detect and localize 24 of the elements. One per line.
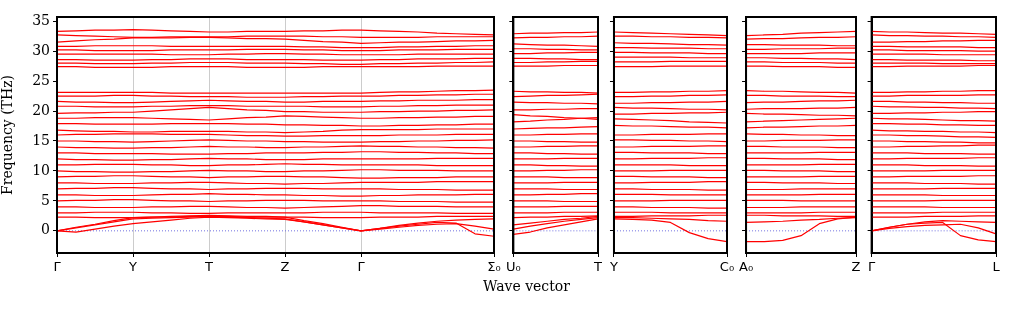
x-tick-label: L xyxy=(992,259,1001,275)
x-axis-title: Wave vector xyxy=(482,278,571,294)
y-tick-label: 15 xyxy=(32,131,50,148)
x-tick-label: Z xyxy=(280,259,290,275)
x-tick-label: Y xyxy=(128,259,138,275)
x-tick-label: C₀ xyxy=(719,259,735,275)
y-tick-label: 30 xyxy=(32,41,50,58)
x-tick-label: Γ xyxy=(357,259,366,275)
y-tick-label: 0 xyxy=(41,221,50,238)
x-tick-label: U₀ xyxy=(506,259,521,275)
y-tick-label: 20 xyxy=(32,101,50,118)
x-tick-label: Z xyxy=(851,259,861,275)
y-tick-label: 25 xyxy=(32,71,50,88)
y-tick-label: 35 xyxy=(32,11,50,28)
x-tick-label: Γ xyxy=(868,259,876,275)
x-tick-label: A₀ xyxy=(739,259,754,275)
y-tick-label: 5 xyxy=(41,191,50,208)
x-tick-label: T xyxy=(593,259,603,275)
y-axis-title: Frequency (THz) xyxy=(0,74,16,196)
x-tick-label: Γ xyxy=(53,259,62,275)
y-tick-label: 10 xyxy=(32,161,50,178)
x-tick-label: Σ₀ xyxy=(487,259,501,275)
x-tick-label: Y xyxy=(608,259,618,275)
x-tick-label: T xyxy=(204,259,214,275)
